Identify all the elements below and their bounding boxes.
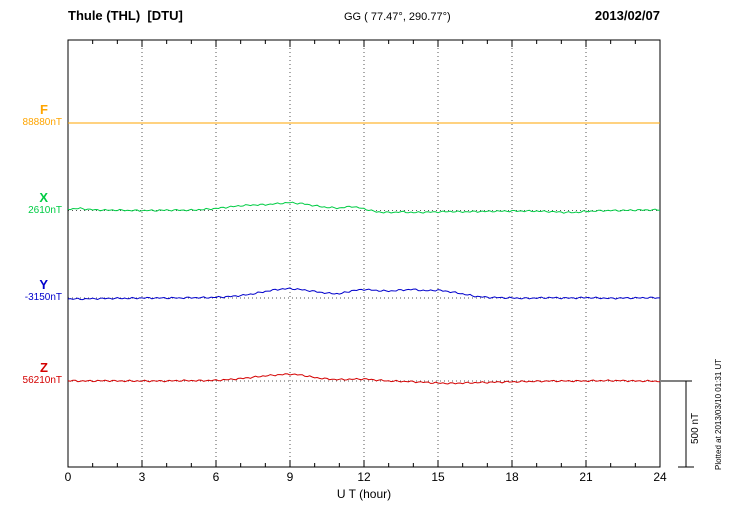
x-axis-label: U T (hour) (336, 487, 392, 501)
page-title: Thule (THL) [DTU] (68, 8, 183, 23)
scale-bar-label: 500 nT (690, 412, 701, 444)
station-coordinates: GG ( 77.47°, 290.77°) (344, 11, 451, 23)
plot-date: 2013/02/07 (594, 8, 660, 23)
x-tick-label: 12 (357, 470, 371, 484)
x-tick-label: 0 (65, 470, 72, 484)
trace-label-x: X 2610nT (0, 190, 62, 217)
x-tick-label: 3 (139, 470, 146, 484)
trace-value-x: 2610nT (28, 205, 62, 216)
trace-letter-x: X (39, 190, 48, 205)
trace-letter-z: Z (40, 360, 48, 375)
x-tick-label: 9 (287, 470, 294, 484)
trace-letter-y: Y (39, 277, 48, 292)
trace-value-f: 88880nT (22, 117, 62, 128)
trace-label-f: F 88880nT (0, 102, 62, 129)
x-tick-label: 6 (213, 470, 220, 484)
x-tick-label: 21 (579, 470, 593, 484)
trace-label-y: Y -3150nT (0, 277, 62, 304)
trace-letter-f: F (40, 102, 48, 117)
x-tick-label: 24 (653, 470, 667, 484)
x-tick-label: 15 (431, 470, 445, 484)
x-tick-label: 18 (505, 470, 519, 484)
trace-label-z: Z 56210nT (0, 360, 62, 387)
trace-value-z: 56210nT (22, 375, 62, 386)
trace-value-y: -3150nT (24, 292, 62, 303)
plotted-timestamp: Plotted at 2013/03/10 01:31 UT (714, 358, 723, 470)
